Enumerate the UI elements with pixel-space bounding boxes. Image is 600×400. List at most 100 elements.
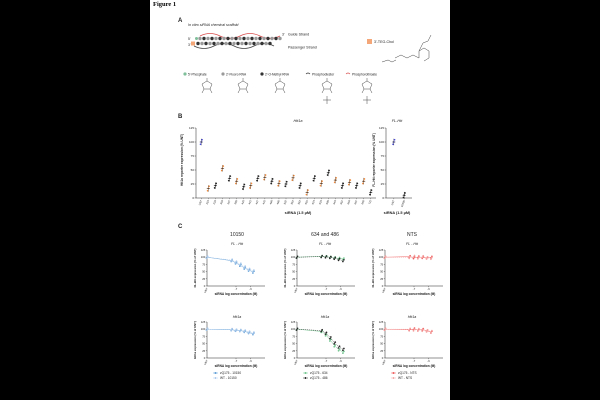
data-point bbox=[298, 187, 301, 189]
data-point bbox=[240, 328, 242, 331]
y-tick-label: 75 bbox=[202, 262, 205, 266]
data-point bbox=[334, 344, 337, 346]
data-point bbox=[342, 352, 344, 354]
data-point bbox=[347, 183, 350, 186]
x-tick-label: -6 bbox=[427, 287, 430, 291]
omethyl-legend-icon bbox=[260, 72, 264, 76]
panel-c-xlabel: siRNA log concentration (M) bbox=[215, 364, 258, 368]
guide-3prime-label: 3' bbox=[282, 33, 285, 37]
legend-label: zQ175 - 486 bbox=[310, 376, 328, 380]
data-point bbox=[201, 138, 203, 141]
series-line bbox=[296, 328, 344, 353]
y-tick-label: 25 bbox=[292, 349, 295, 353]
panel-b-left-ylabel: Htt1a reporter expression (% UNT) bbox=[180, 134, 184, 186]
figure-card: Figure 1 A In vitro siRNA chemical scaff… bbox=[150, 0, 450, 400]
series-line bbox=[206, 256, 254, 272]
passenger-nucleotide bbox=[216, 41, 220, 46]
data-point bbox=[319, 184, 322, 187]
passenger-nucleotide bbox=[264, 41, 268, 46]
data-point bbox=[236, 178, 239, 180]
data-point bbox=[239, 330, 241, 333]
data-point bbox=[222, 165, 225, 167]
chemical-structure-drawing bbox=[361, 78, 373, 104]
y-tick-label: 50 bbox=[380, 270, 383, 274]
x-tick-label: -6 bbox=[249, 287, 252, 291]
guide-nucleotide bbox=[266, 36, 270, 41]
panel-c-xlabel: siRNA log concentration (M) bbox=[393, 364, 436, 368]
y-tick-label: 100 bbox=[201, 255, 206, 259]
series-line bbox=[384, 256, 432, 259]
data-point bbox=[425, 330, 428, 333]
y-tick-label: 50 bbox=[380, 342, 383, 346]
data-point bbox=[321, 254, 323, 257]
data-point bbox=[421, 330, 424, 333]
y-tick-label: 75 bbox=[380, 334, 383, 338]
x-tick-label: UNT bbox=[293, 287, 299, 294]
guide-nucleotide bbox=[226, 36, 230, 41]
y-tick-label: 50 bbox=[202, 270, 205, 274]
guide-backbone bbox=[199, 33, 281, 39]
data-point bbox=[369, 193, 371, 196]
y-tick-label: 75 bbox=[381, 154, 385, 158]
y-tick-label: 0 bbox=[382, 196, 384, 200]
x-tick-label: -6 bbox=[249, 359, 252, 363]
y-tick-label: 0 bbox=[204, 356, 206, 360]
legend-marker bbox=[214, 377, 217, 379]
y-tick-label: 25 bbox=[191, 182, 195, 186]
data-point bbox=[243, 330, 246, 333]
y-tick-label: 50 bbox=[191, 168, 195, 172]
y-tick-label: 0 bbox=[382, 284, 384, 288]
panel-b-right-xlabel: siRNA (1.5 μM) bbox=[384, 211, 411, 215]
data-point bbox=[208, 185, 210, 188]
data-point bbox=[263, 178, 266, 181]
row1-title-col1: FL - Htt bbox=[231, 242, 244, 246]
data-point bbox=[247, 332, 250, 334]
series-line bbox=[296, 328, 344, 350]
data-point bbox=[330, 336, 332, 338]
passenger-nucleotide bbox=[236, 41, 240, 46]
data-point bbox=[248, 330, 251, 333]
guide-nucleotide bbox=[198, 36, 202, 41]
guide-nucleotide bbox=[214, 36, 218, 41]
dose-response-plot: 0 25 50 75 100 125 UNT -7 -6 bbox=[291, 248, 355, 294]
data-point bbox=[354, 187, 357, 189]
data-point bbox=[244, 265, 247, 267]
passenger-nucleotide bbox=[248, 41, 252, 46]
figure-canvas: A In vitro siRNA chemical scaffold Guide… bbox=[178, 18, 443, 380]
data-point bbox=[337, 259, 340, 262]
data-point bbox=[239, 264, 241, 266]
panel-c: C 10150 634 and 486 NTS FL - Htt FL - Ht… bbox=[178, 224, 443, 380]
data-point bbox=[320, 330, 322, 333]
data-point bbox=[234, 262, 237, 264]
guide-nucleotide bbox=[234, 36, 238, 41]
panel-c-xlabel: siRNA log concentration (M) bbox=[215, 292, 258, 296]
data-point bbox=[243, 183, 246, 186]
data-point bbox=[343, 257, 345, 259]
y-tick-label: 100 bbox=[291, 327, 296, 331]
data-point bbox=[343, 347, 345, 350]
data-point bbox=[329, 337, 331, 340]
passenger-nucleotide bbox=[208, 41, 212, 46]
data-point bbox=[321, 180, 323, 183]
y-tick-label: 50 bbox=[292, 342, 295, 346]
panel-b-left-xlabel: siRNA (1.5 μM) bbox=[285, 211, 312, 215]
data-point bbox=[227, 179, 230, 182]
x-tick-label: -6 bbox=[427, 359, 430, 363]
panel-c-xlabel: siRNA log concentration (M) bbox=[305, 292, 348, 296]
data-point bbox=[234, 182, 237, 185]
data-point bbox=[277, 184, 280, 187]
y-tick-label: 125 bbox=[189, 126, 194, 130]
data-point bbox=[206, 189, 209, 192]
data-point bbox=[412, 330, 415, 332]
data-point bbox=[264, 174, 267, 176]
data-point bbox=[330, 255, 332, 258]
data-point bbox=[257, 175, 260, 178]
x-tick-label: -7 bbox=[235, 287, 238, 291]
data-point bbox=[333, 181, 336, 184]
data-point bbox=[271, 178, 274, 180]
data-point bbox=[337, 349, 340, 352]
panel-c-ylabel: FL-Htt expression (% of UNT) bbox=[371, 249, 375, 288]
panel-b-left-plot: 0 25 50 75 100 125 UNT 216 233 303 347 385 426 441 447… bbox=[189, 126, 376, 206]
panel-a: A In vitro siRNA chemical scaffold Guide… bbox=[178, 18, 432, 104]
data-point bbox=[329, 340, 331, 342]
